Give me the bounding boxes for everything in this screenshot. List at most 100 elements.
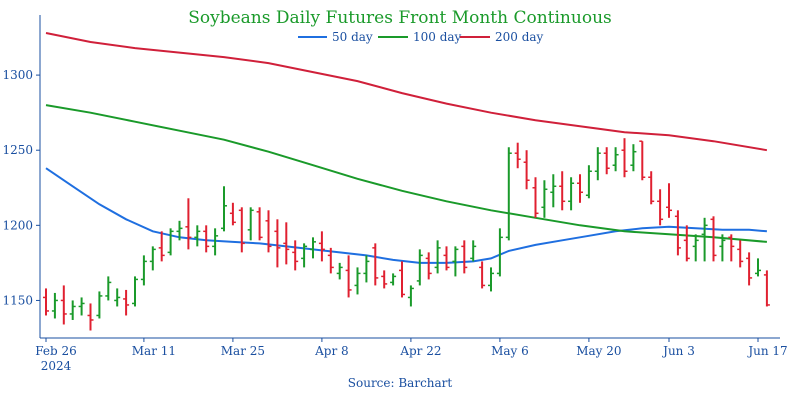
x-tick-label: Apr 22 <box>399 344 441 358</box>
ohlc-bar <box>692 234 699 262</box>
x-tick-label: Mar 25 <box>221 344 265 358</box>
ohlc-bar <box>194 225 201 247</box>
ohlc-bar <box>372 243 379 286</box>
ohlc-bar <box>363 255 370 283</box>
ohlc-bar <box>318 231 325 262</box>
legend-label-50-day: 50 day <box>332 30 373 44</box>
ohlc-bar <box>283 222 290 265</box>
ohlc-bar <box>701 217 708 262</box>
year-label: 2024 <box>41 359 72 373</box>
ohlc-bar <box>256 207 263 241</box>
ohlc-bar <box>746 252 753 286</box>
ohlc-bar <box>247 207 254 241</box>
ohlc-bar <box>132 276 138 307</box>
ohlc-bar <box>390 273 397 286</box>
ohlc-bar <box>212 228 219 256</box>
x-tick-label: May 20 <box>576 344 621 358</box>
x-tick-label: Jun 3 <box>661 344 695 358</box>
ohlc-bar <box>603 147 610 175</box>
ohlc-bar <box>683 225 690 262</box>
ohlc-bar <box>381 270 388 289</box>
ohlc-bar <box>550 174 557 208</box>
ohlc-bar <box>114 288 121 307</box>
source-label: Source: Barchart <box>348 376 453 390</box>
ohlc-bar <box>60 285 67 325</box>
ohlc-bar <box>105 276 112 301</box>
ohlc-bar <box>666 183 672 218</box>
y-axis-ticks: 1150 1200 1250 1300 <box>2 68 40 307</box>
ohlc-bar <box>737 240 744 268</box>
x-axis-ticks: Feb 26 Mar 11 Mar 25 Apr 8 Apr 22 May 6 May 20… <box>35 338 788 358</box>
ohlc-bar <box>523 150 530 190</box>
ohlc-bar <box>203 225 210 253</box>
ohlc-bar <box>310 237 316 259</box>
ohlc-bar <box>568 177 575 211</box>
x-tick-label: May 6 <box>491 344 529 358</box>
ohlc-bar <box>301 243 308 268</box>
ohlc-bar <box>541 180 548 218</box>
ohlc-bar <box>274 219 281 268</box>
ohlc-bar <box>167 228 174 256</box>
ohlc-bar <box>479 261 486 289</box>
ohlc-bar <box>585 165 592 199</box>
ohlc-bar <box>78 297 85 316</box>
ohlc-bar <box>51 292 58 319</box>
ohlc-bar <box>185 198 192 250</box>
ohlc-bar <box>140 255 147 286</box>
ohlc-bar <box>443 246 450 271</box>
ohlc-bar <box>763 270 770 307</box>
moving-average-lines <box>45 32 768 264</box>
ohlc-bar <box>292 240 299 271</box>
ohlc-bar <box>123 289 130 316</box>
ohlc-bar <box>43 288 49 316</box>
ma-line-100-day <box>45 104 767 243</box>
ohlc-bar <box>425 252 432 280</box>
x-tick-label: Mar 11 <box>132 344 176 358</box>
x-tick-label: Apr 8 <box>314 344 349 358</box>
legend: 50 day 100 day 200 day <box>298 30 544 44</box>
ma-line-200-day <box>45 32 768 152</box>
ohlc-bar <box>416 249 423 286</box>
ohlc-bar <box>238 207 245 253</box>
ohlc-bar <box>87 303 94 331</box>
ohlc-bar <box>594 147 601 181</box>
ohlc-bar <box>336 262 343 280</box>
ohlc-bar <box>354 267 361 295</box>
ohlc-bar <box>407 285 414 307</box>
ohlc-bar <box>719 234 726 262</box>
ohlc-bar <box>577 174 583 203</box>
ohlc-bar <box>559 171 566 211</box>
ohlc-bar <box>657 189 664 226</box>
ohlc-bar <box>452 246 459 277</box>
y-tick-label: 1200 <box>2 218 33 232</box>
ohlc-bar <box>648 171 655 205</box>
ohlc-bar <box>532 177 539 218</box>
ohlc-bar <box>221 186 227 232</box>
ohlc-bar <box>621 138 628 178</box>
ohlc-bar <box>327 247 334 274</box>
legend-label-100-day: 100 day <box>413 30 462 44</box>
ohlc-bar <box>755 258 761 277</box>
ohlc-bar <box>229 202 236 226</box>
legend-label-200-day: 200 day <box>495 30 544 44</box>
ohlc-bar <box>96 291 103 319</box>
ohlc-bar <box>69 300 76 320</box>
ohlc-bar <box>158 231 165 262</box>
ohlc-bar <box>710 216 717 262</box>
ohlc-bar <box>149 246 156 271</box>
ohlc-bar <box>612 147 619 172</box>
ohlc-bar <box>514 142 521 169</box>
ohlc-bar <box>496 228 503 277</box>
ohlc-bar <box>505 147 512 241</box>
x-tick-label: Jun 17 <box>746 344 787 358</box>
ohlc-bar <box>461 240 468 274</box>
ohlc-bar <box>399 261 405 298</box>
ohlc-bar <box>470 240 477 262</box>
y-tick-label: 1250 <box>2 143 33 157</box>
ohlc-bar <box>639 140 646 181</box>
ohlc-bar <box>345 255 352 298</box>
y-tick-label: 1300 <box>2 68 33 82</box>
ohlc-bar <box>176 220 183 241</box>
ohlc-bar <box>728 234 735 262</box>
